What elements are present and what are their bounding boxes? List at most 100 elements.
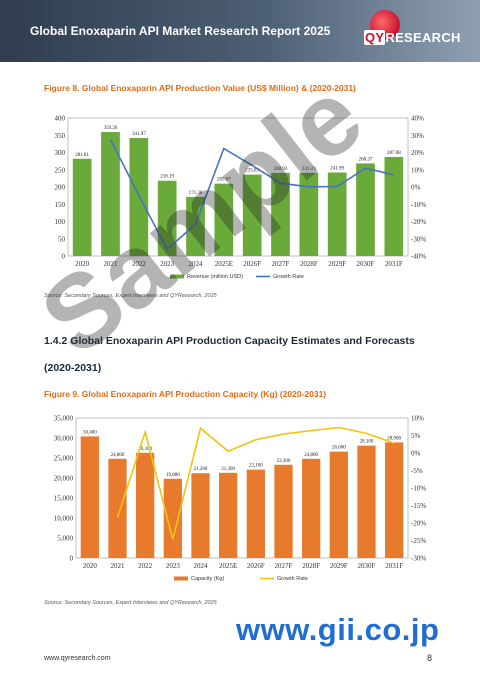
y-tick-label: 30,000 (54, 435, 74, 443)
y2-tick-label: -30% (411, 235, 426, 243)
x-tick-label: 2021 (111, 562, 126, 570)
x-tick-label: 2023 (166, 562, 181, 570)
figure-8-source: Source: Secondary Sources, Expert Interv… (44, 293, 217, 299)
figure-8-title: Figure 8. Global Enoxaparin API Producti… (44, 83, 356, 93)
y2-tick-label: -40% (411, 253, 426, 261)
x-tick-label: 2021 (104, 260, 119, 268)
y2-tick-label: -10% (411, 485, 426, 493)
bar-value-label: 281.81 (75, 153, 89, 158)
y2-tick-label: 40% (411, 115, 424, 123)
x-tick-label: 2028F (300, 260, 318, 268)
x-tick-label: 2020 (75, 260, 90, 268)
x-tick-label: 2026F (247, 562, 265, 570)
bar (299, 172, 319, 256)
y2-tick-label: -10% (411, 201, 426, 209)
figure-9-source: Source: Secondary Sources, Expert Interv… (44, 600, 217, 606)
bar (157, 180, 177, 256)
y-tick-label: 100 (55, 218, 66, 226)
x-tick-label: 2024 (194, 562, 209, 570)
y2-tick-label: -15% (411, 502, 426, 510)
y-tick-label: 5,000 (57, 535, 73, 543)
bar (357, 445, 376, 558)
y-tick-label: 10,000 (54, 515, 74, 523)
bar-value-label: 24,800 (111, 453, 125, 458)
legend-bar-swatch (170, 274, 184, 279)
bar (246, 469, 265, 558)
y-tick-label: 400 (55, 115, 66, 123)
report-title: Global Enoxaparin API Market Research Re… (30, 24, 331, 38)
y2-tick-label: 0% (411, 450, 421, 458)
bar (271, 172, 290, 256)
y2-tick-label: 20% (411, 149, 424, 157)
y-tick-label: 200 (55, 184, 66, 192)
bar-value-label: 268.37 (359, 157, 373, 162)
x-tick-label: 2027F (272, 260, 290, 268)
bar-value-label: 19,800 (166, 473, 180, 478)
bar (219, 472, 238, 558)
figure-9-chart: 0 5,000 10,000 15,000 20,000 25,000 30,000 35,0… (54, 415, 427, 583)
bar-value-label: 235.83 (245, 169, 259, 174)
y2-tick-label: -25% (411, 537, 426, 545)
bar (108, 458, 127, 558)
bar (163, 478, 182, 558)
bar (274, 464, 293, 558)
y-tick-label: 350 (55, 132, 66, 140)
bar (385, 442, 404, 558)
bar-value-label: 26,600 (332, 446, 346, 451)
x-tick-label: 2022 (132, 260, 147, 268)
x-tick-label: 2031F (385, 562, 403, 570)
bar-value-label: 23,300 (277, 459, 291, 464)
x-tick-label: 2030F (357, 260, 375, 268)
bar (191, 473, 210, 558)
bar-value-label: 241.99 (330, 167, 344, 172)
plot-frame (75, 417, 409, 559)
legend-bar-swatch (174, 576, 188, 581)
figure-8-chart: 0 50 100 150 200 250 300 350 400 -40% -30% -20% -10%… (55, 115, 427, 281)
figure-9-title: Figure 9. Global Enoxaparin API Producti… (44, 389, 327, 399)
bar (72, 158, 92, 256)
y-tick-label: 15,000 (54, 495, 74, 503)
bar (80, 436, 99, 558)
legend-bar-label: Revenue (million USD) (187, 274, 243, 280)
y2-tick-label: 30% (411, 132, 424, 140)
legend-bar-label: Capacity (Kg) (191, 576, 224, 582)
y-tick-label: 0 (70, 555, 74, 563)
bar-value-label: 287.08 (387, 151, 401, 156)
x-tick-label: 2029F (330, 562, 348, 570)
bar (136, 452, 155, 558)
page-number: 8 (427, 653, 433, 663)
bar-value-label: 241.23 (302, 167, 316, 172)
bar-value-label: 341.97 (132, 132, 146, 137)
y2-tick-label: 0% (411, 184, 421, 192)
bar-value-label: 21,300 (221, 467, 235, 472)
bar-value-label: 28,900 (387, 436, 401, 441)
bar-value-label: 209.67 (217, 178, 231, 183)
bar-value-label: 30,400 (83, 430, 97, 435)
y-tick-label: 0 (62, 253, 66, 261)
bar-value-label: 22,100 (249, 464, 263, 469)
bar-value-label: 218.19 (160, 175, 174, 180)
y-tick-label: 25,000 (54, 455, 74, 463)
x-tick-label: 2023 (160, 260, 175, 268)
bar (101, 132, 120, 256)
x-tick-label: 2026F (243, 260, 261, 268)
y-tick-label: 20,000 (54, 475, 74, 483)
x-tick-label: 2028F (302, 562, 320, 570)
footer-url: www.qyresearch.com (44, 655, 111, 662)
bar-value-label: 171.38 (189, 191, 203, 196)
bar (327, 172, 347, 256)
report-header: Global Enoxaparin API Market Research Re… (0, 0, 480, 62)
y2-tick-label: -20% (411, 218, 426, 226)
y2-tick-label: 10% (411, 166, 424, 174)
y2-tick-label: -20% (411, 520, 426, 528)
bar-value-label: 28,100 (360, 440, 374, 445)
qyresearch-logo: QYRESEARCH (364, 8, 468, 54)
y-tick-label: 150 (55, 201, 66, 209)
bar-value-label: 21,200 (194, 467, 208, 472)
y2-tick-label: 10% (411, 415, 424, 423)
y-tick-label: 300 (55, 149, 66, 157)
section-heading: 1.4.2 Global Enoxaparin API Production C… (44, 335, 415, 347)
growth-rate-line (116, 426, 395, 540)
bar-value-label: 240.93 (274, 167, 288, 172)
x-tick-label: 2020 (83, 562, 98, 570)
